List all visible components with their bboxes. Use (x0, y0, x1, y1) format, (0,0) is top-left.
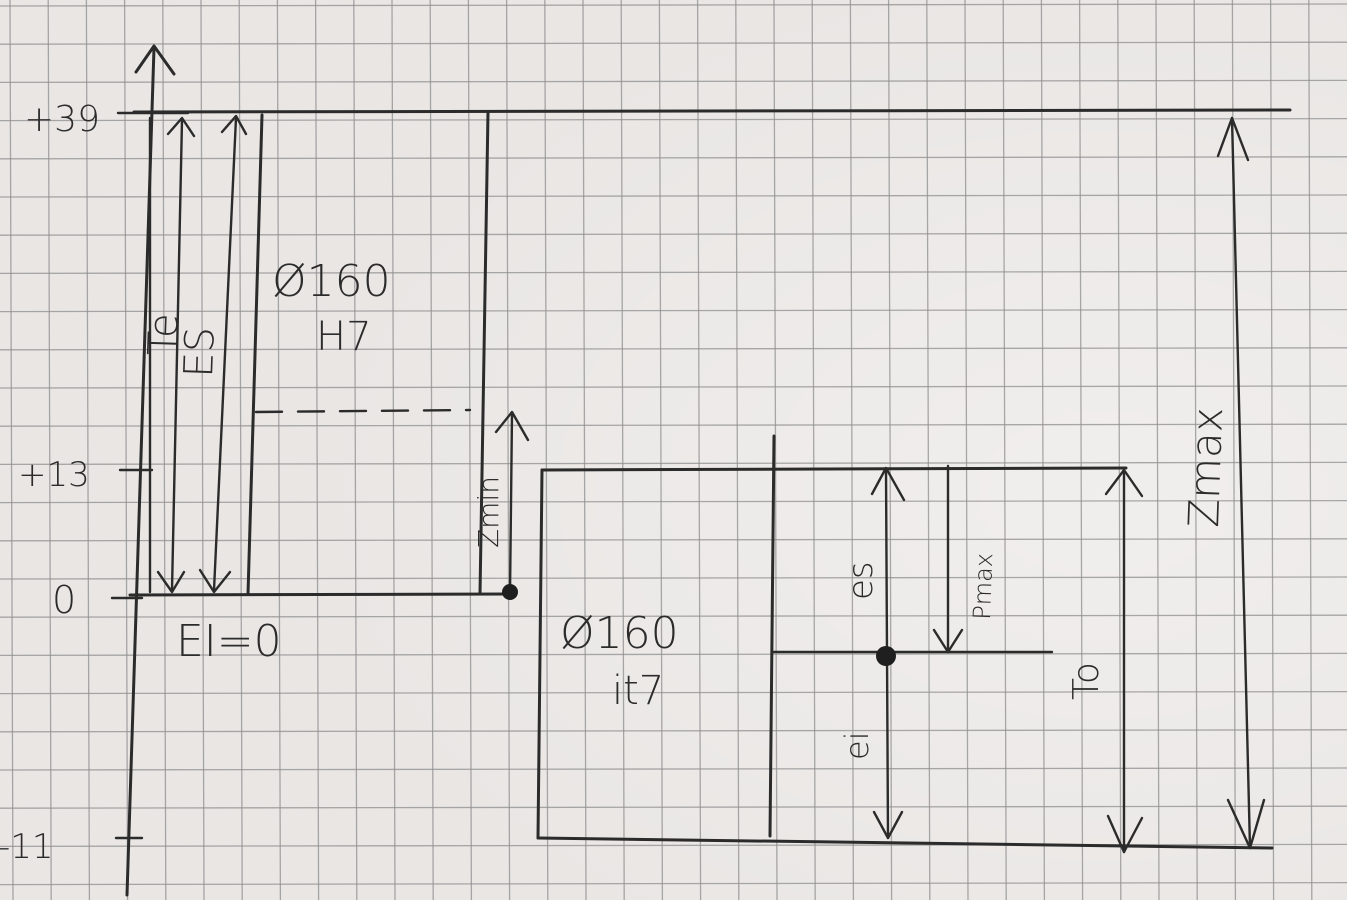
hole-tolerance-zone (246, 110, 490, 596)
reference-lines (128, 108, 1292, 597)
tick-labels: +39 +13 0 -11 (0, 99, 100, 867)
grid-line-horizontal (0, 881, 1347, 886)
grid-line-horizontal (0, 499, 1347, 504)
shaft-deviation-arrows: es ei (838, 466, 906, 840)
pmax-label: Pmax (968, 553, 998, 621)
grid-line-vertical (85, 0, 91, 900)
grid-line-horizontal (0, 232, 1347, 236)
grid-line-horizontal (0, 652, 1347, 657)
grid-line-vertical (1002, 0, 1007, 900)
grid-line-vertical (735, 0, 740, 900)
grid-line-horizontal (0, 614, 1347, 618)
zmax-arrow: Zmax (1179, 116, 1266, 850)
tick-label-zero: 0 (52, 578, 76, 622)
grid-line-vertical (811, 0, 816, 900)
grid-line-horizontal (0, 538, 1347, 542)
grid-line-vertical (162, 0, 167, 900)
grid-line-horizontal (0, 41, 1347, 45)
grid-line-vertical (926, 0, 931, 900)
grid-line-vertical (47, 0, 52, 900)
grid-line-vertical (353, 0, 358, 900)
shaft-diameter-label: Ø160 (560, 608, 679, 659)
grid-line-vertical (582, 0, 587, 900)
hole-dimension-arrows (148, 114, 248, 594)
grid-line-vertical (505, 0, 511, 900)
grid-line-horizontal (0, 156, 1347, 160)
grid-line-vertical (849, 0, 855, 900)
shaft-grade-label: it7 (612, 668, 664, 714)
tick-label-plus-39: +39 (24, 99, 100, 140)
grid-line-vertical (1155, 0, 1160, 900)
grid-line-vertical (1193, 0, 1198, 900)
hole-tolerance-symbol: Te (140, 313, 187, 357)
zmax-label: Zmax (1179, 406, 1232, 528)
grid-line-vertical (964, 0, 969, 900)
grid-line-vertical (123, 0, 129, 900)
tick-label-minus-11: -11 (0, 827, 54, 867)
grid-line-vertical (314, 0, 320, 900)
grid-line-vertical (429, 0, 434, 900)
zmin-point (502, 584, 518, 600)
grid-line-horizontal (0, 461, 1347, 466)
grid-line-vertical (9, 0, 14, 900)
grid-line-vertical (1117, 0, 1122, 900)
hole-labels: Te ES Ø160 H7 EI=0 (140, 256, 391, 667)
grid-line-horizontal (0, 690, 1347, 695)
grid-line-vertical (238, 0, 243, 900)
pmax-arrow: Pmax (932, 464, 998, 654)
shaft-tolerance-zone (536, 434, 1274, 850)
shaft-reference-point (876, 646, 896, 666)
grid-line-vertical (696, 0, 702, 900)
grid-line-horizontal (0, 423, 1347, 427)
grid-line-vertical (1078, 0, 1084, 900)
hole-diameter-label: Ø160 (272, 256, 391, 307)
grid-line-vertical (391, 0, 396, 900)
grid-line-vertical (773, 0, 778, 900)
grid-line-vertical (887, 0, 893, 900)
hole-grade-label: H7 (316, 314, 372, 360)
grid-line-vertical (200, 0, 205, 900)
grid-line-vertical (467, 0, 473, 900)
grid-line-horizontal (0, 117, 1347, 122)
grid-line-horizontal (0, 729, 1347, 733)
shaft-tolerance-symbol: To (1066, 662, 1107, 700)
grid-line-horizontal (0, 79, 1347, 84)
grid-line-vertical (658, 0, 664, 900)
grid-line-vertical (620, 0, 625, 900)
shaft-lower-deviation-symbol: ei (838, 731, 876, 760)
tick-label-plus-13: +13 (18, 455, 90, 495)
shaft-labels: Ø160 it7 (560, 608, 679, 714)
grid-line-horizontal (0, 805, 1347, 809)
shaft-upper-deviation-symbol: es (841, 561, 881, 600)
shaft-tolerance-arrow: To (1066, 468, 1144, 854)
grid-line-vertical (544, 0, 549, 900)
grid-line-vertical (1269, 0, 1275, 900)
grid-line-horizontal (0, 767, 1347, 771)
hole-lower-deviation-label: EI=0 (176, 616, 282, 667)
grid-line-vertical (1308, 0, 1313, 900)
hole-upper-deviation-symbol: ES (176, 326, 224, 378)
grid-line-vertical (276, 0, 282, 900)
zmin-label: Zmin (472, 476, 505, 548)
grid-line-horizontal (0, 308, 1347, 313)
grid-line-horizontal (0, 3, 1347, 7)
grid-line-vertical (1040, 0, 1046, 900)
zmin-arrow: Zmin (472, 410, 530, 600)
grid-line-horizontal (0, 270, 1347, 275)
grid-line-horizontal (0, 194, 1347, 198)
